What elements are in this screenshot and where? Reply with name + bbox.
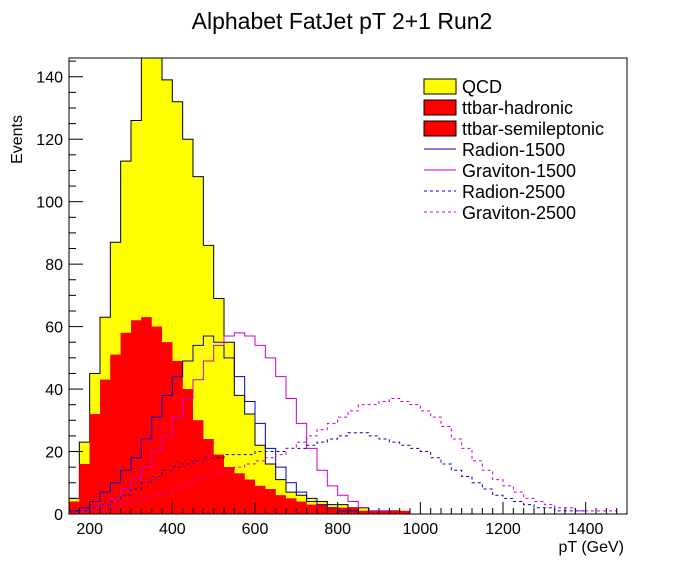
bar-ttbar-semileptonic-32	[399, 510, 410, 514]
bar-qcd-14	[213, 298, 224, 514]
bar-qcd-7	[141, 58, 152, 514]
y-tick-label: 0	[54, 507, 63, 524]
bar-ttbar-semileptonic-17	[244, 479, 255, 514]
bar-qcd-18	[255, 445, 266, 514]
legend-label-radion-1500: Radion-1500	[462, 140, 565, 160]
bar-qcd-10	[172, 101, 183, 515]
y-tick-label: 120	[36, 132, 63, 149]
bar-ttbar-semileptonic-1	[79, 464, 90, 514]
bar-ttbar-semileptonic-28	[358, 510, 369, 514]
legend-label-radion-2500: Radion-2500	[462, 182, 565, 202]
bar-ttbar-semileptonic-15	[224, 467, 235, 514]
legend-label-graviton-2500: Graviton-2500	[462, 203, 576, 223]
x-tick-label: 1200	[485, 521, 521, 538]
bar-ttbar-semileptonic-11	[182, 389, 193, 514]
bar-qcd-13	[203, 245, 214, 514]
y-tick-label: 40	[45, 382, 63, 399]
bar-qcd-11	[182, 139, 193, 514]
x-tick-label: 1000	[403, 521, 439, 538]
line-graviton-2500	[69, 397, 627, 515]
bar-ttbar-semileptonic-5	[120, 332, 131, 514]
bar-ttbar-semileptonic-14	[213, 454, 224, 514]
x-tick-label: 1400	[568, 521, 604, 538]
bar-ttbar-semileptonic-23	[306, 504, 317, 514]
x-axis: 200 400 600 800 1000 1200 1400	[68, 502, 628, 538]
y-axis-label: Events	[9, 115, 26, 164]
y-tick-label: 140	[36, 70, 63, 87]
y-tick-label: 20	[45, 445, 63, 462]
bar-ttbar-semileptonic-6	[131, 320, 142, 514]
bar-ttbar-semileptonic-31	[389, 510, 400, 514]
bar-ttbar-semileptonic-29	[368, 510, 379, 514]
x-tick-label: 400	[159, 521, 186, 538]
y-tick-label: 60	[45, 320, 63, 337]
bar-ttbar-semileptonic-16	[234, 473, 245, 514]
legend-label-qcd: QCD	[462, 77, 502, 97]
bar-ttbar-semileptonic-22	[296, 501, 307, 514]
legend-swatch-qcd	[423, 78, 457, 95]
bar-ttbar-semileptonic-4	[110, 354, 121, 514]
bar-ttbar-semileptonic-25	[327, 507, 338, 514]
x-tick-label: 200	[76, 521, 103, 538]
bar-ttbar-semileptonic-24	[317, 504, 328, 514]
bar-ttbar-semileptonic-7	[141, 317, 152, 514]
bar-qcd-8	[151, 58, 162, 514]
x-axis-label: pT (GeV)	[559, 539, 625, 556]
bar-ttbar-semileptonic-30	[379, 510, 390, 514]
bar-qcd-9	[162, 79, 173, 515]
y-tick-label: 100	[36, 195, 63, 212]
legend-label-ttbar-hadronic: ttbar-hadronic	[462, 98, 573, 118]
bar-qcd-6	[131, 120, 142, 514]
bar-ttbar-semileptonic-2	[89, 414, 100, 514]
legend-label-ttbar-semileptonic: ttbar-semileptonic	[462, 119, 604, 139]
chart-title: Alphabet FatJet pT 2+1 Run2	[192, 8, 493, 34]
bar-ttbar-semileptonic-8	[151, 326, 162, 514]
x-tick-label: 800	[324, 521, 351, 538]
bar-ttbar-semileptonic-3	[100, 379, 111, 514]
bar-ttbar-semileptonic-18	[255, 485, 266, 514]
bar-ttbar-semileptonic-20	[275, 495, 286, 514]
legend-swatch-ttbar-semileptonic	[423, 120, 457, 137]
x-tick-label: 600	[242, 521, 269, 538]
bar-ttbar-semileptonic-21	[286, 498, 297, 514]
bar-qcd-15	[224, 342, 235, 514]
legend-label-graviton-1500: Graviton-1500	[462, 161, 576, 181]
bar-ttbar-semileptonic-0	[69, 501, 80, 514]
bar-ttbar-semileptonic-19	[265, 489, 276, 514]
legend: QCDttbar-hadronicttbar-semileptonicRadio…	[423, 77, 604, 223]
y-tick-label: 80	[45, 257, 63, 274]
bar-ttbar-semileptonic-10	[172, 360, 183, 514]
bar-ttbar-semileptonic-12	[193, 420, 204, 514]
y-axis: 0 20 40 60 80 100 120 140	[36, 60, 83, 524]
legend-swatch-ttbar-hadronic	[423, 99, 457, 116]
bar-ttbar-semileptonic-9	[162, 342, 173, 514]
